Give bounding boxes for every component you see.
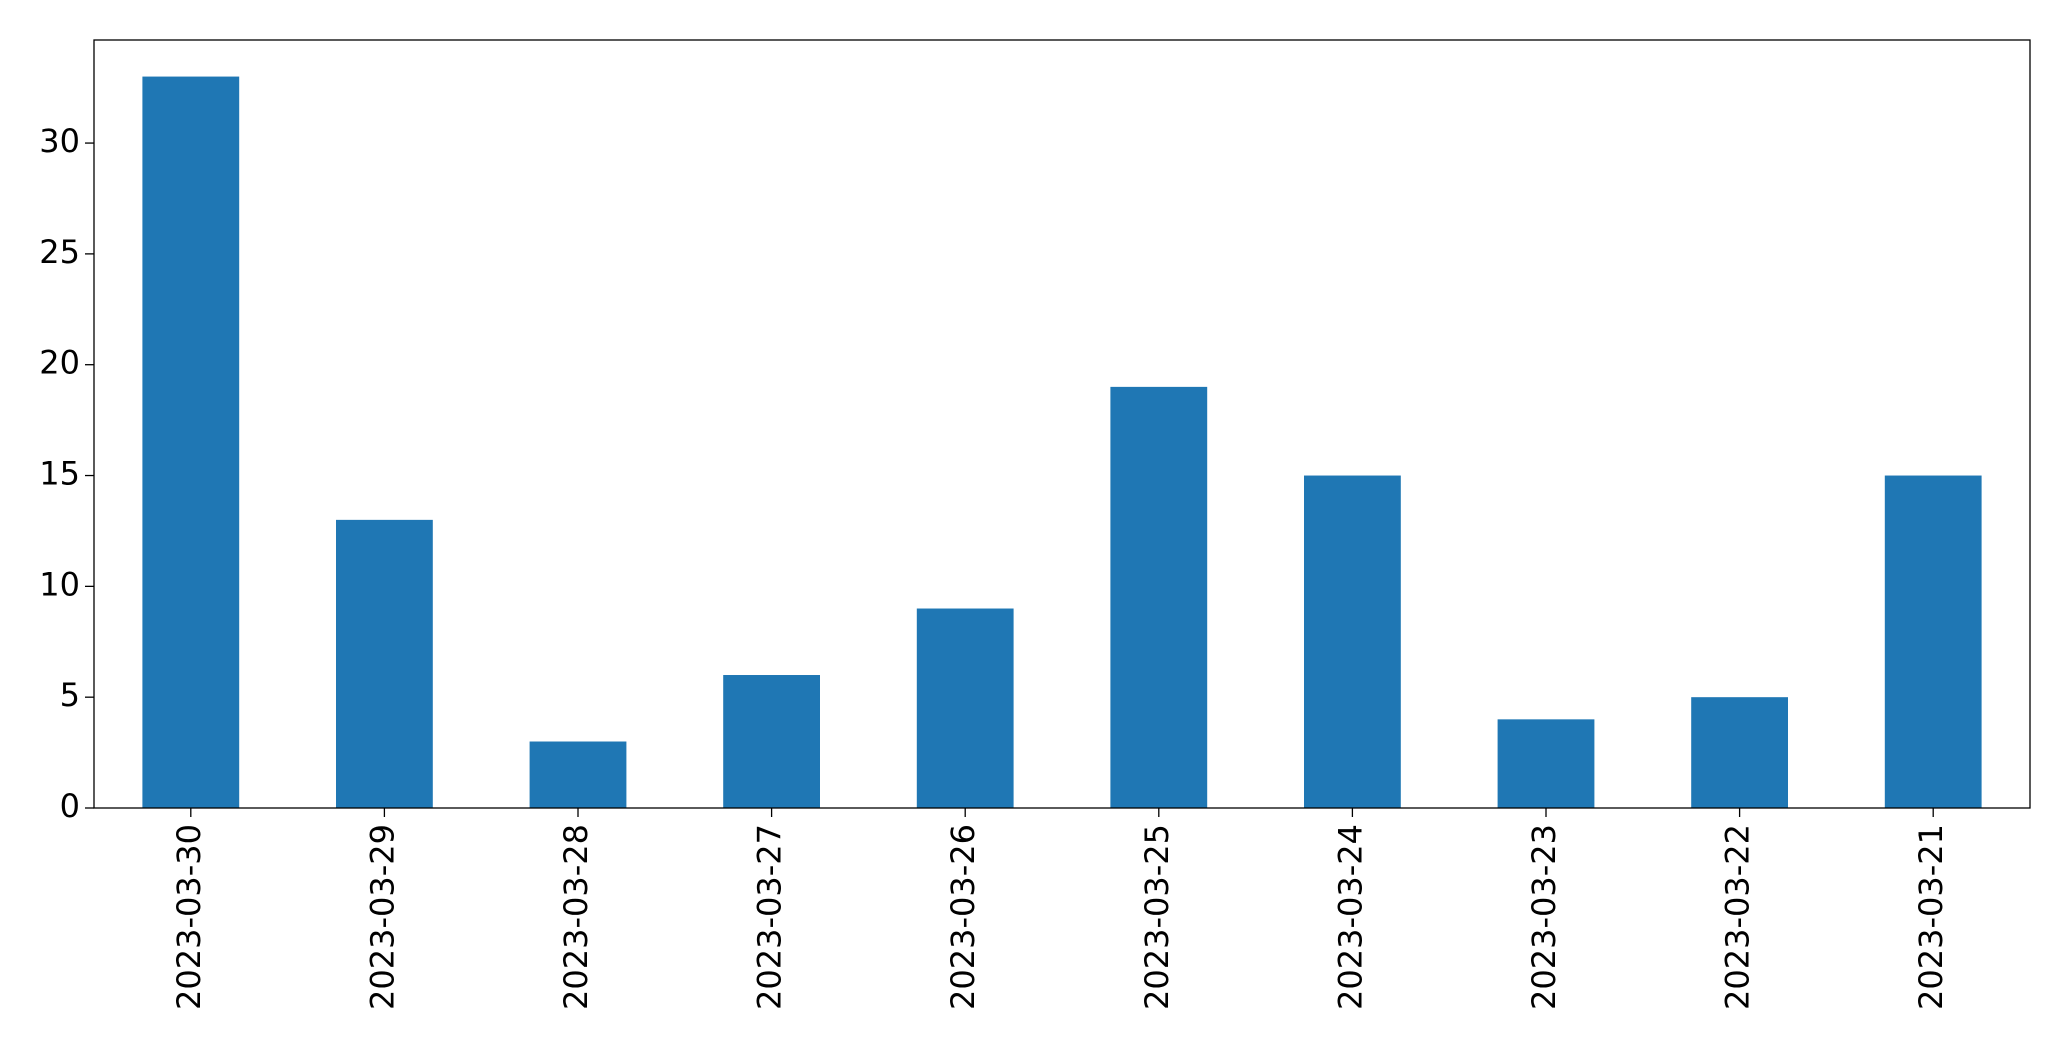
y-tick-label: 15 — [39, 455, 80, 493]
y-tick-label: 25 — [39, 233, 80, 271]
x-tick-label: 2023-03-22 — [1719, 824, 1757, 1010]
bar — [723, 675, 820, 808]
bar — [1691, 697, 1788, 808]
y-tick-label: 0 — [60, 787, 80, 825]
x-tick-label: 2023-03-26 — [944, 824, 982, 1010]
bar — [916, 608, 1014, 808]
x-tick-label: 2023-03-29 — [363, 824, 401, 1010]
bar — [1304, 475, 1401, 808]
x-tick-label: 2023-03-30 — [170, 824, 208, 1010]
x-tick-label: 2023-03-25 — [1138, 824, 1176, 1010]
x-tick-label: 2023-03-23 — [1525, 824, 1563, 1010]
bar — [1884, 475, 1982, 808]
plot-frame — [93, 39, 2031, 809]
bar — [529, 741, 627, 808]
y-tick-label: 20 — [39, 344, 80, 382]
x-tick-label: 2023-03-28 — [557, 824, 595, 1010]
bar — [1497, 719, 1595, 808]
y-tick-label: 30 — [39, 122, 80, 160]
x-tick-label: 2023-03-27 — [751, 824, 789, 1010]
y-tick-label: 5 — [60, 676, 80, 714]
bar — [142, 76, 240, 809]
bar — [336, 519, 433, 808]
x-tick-label: 2023-03-24 — [1331, 824, 1369, 1010]
y-tick-label: 10 — [39, 565, 80, 603]
bar — [1110, 386, 1208, 808]
x-tick-label: 2023-03-21 — [1912, 824, 1950, 1010]
